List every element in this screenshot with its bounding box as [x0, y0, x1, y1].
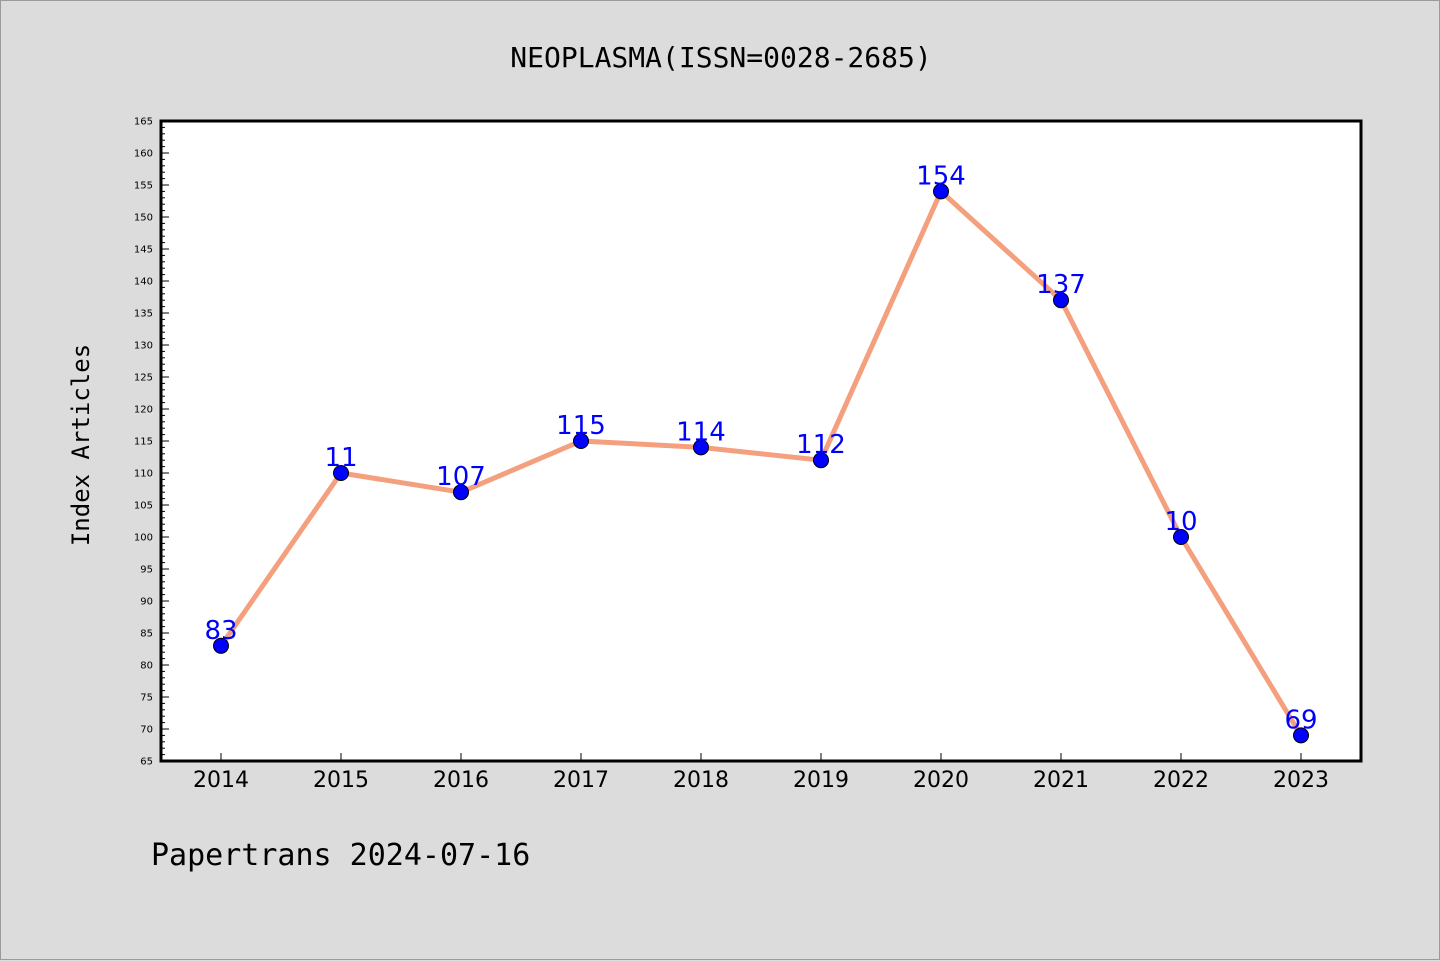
- y-tick-label: 110: [134, 469, 153, 480]
- series-layer: 83 11 107 115 114 112 154 137 10 69: [204, 161, 1318, 744]
- chart-title: NEOPLASMA(ISSN=0028-2685): [510, 41, 931, 74]
- x-tick-label: 2016: [433, 768, 489, 793]
- data-point: [693, 439, 709, 456]
- x-tick-label: 2022: [1153, 768, 1209, 793]
- x-tick-label: 2018: [673, 768, 729, 793]
- y-tick-label: 165: [134, 117, 153, 128]
- y-tick-label: 155: [134, 181, 153, 192]
- x-tick-label: 2017: [553, 768, 609, 793]
- y-tick-label: 85: [140, 629, 153, 640]
- y-tick-label: 100: [134, 533, 153, 544]
- x-tick-label: 2019: [793, 768, 849, 793]
- data-label: 137: [1036, 270, 1086, 300]
- y-tick-label: 95: [140, 565, 153, 576]
- data-label: 83: [204, 616, 237, 646]
- data-point: [453, 484, 469, 501]
- data-label: 154: [916, 161, 966, 191]
- x-tick-label: 2015: [313, 768, 369, 793]
- y-tick-label: 105: [134, 501, 153, 512]
- y-tick-label: 65: [140, 757, 153, 768]
- y-tick-label: 135: [134, 309, 153, 320]
- y-tick-label: 125: [134, 373, 153, 384]
- data-point: [213, 637, 229, 654]
- data-label: 114: [676, 417, 726, 447]
- y-tick-label: 145: [134, 245, 153, 256]
- y-tick-label: 150: [134, 213, 153, 224]
- data-point: [1053, 292, 1069, 309]
- data-point: [1293, 727, 1309, 744]
- data-label: 69: [1284, 705, 1317, 735]
- footer-text: Papertrans 2024-07-16: [151, 838, 530, 873]
- y-tick-label: 115: [134, 437, 153, 448]
- y-tick-label: 75: [140, 693, 153, 704]
- x-tick-label: 2020: [913, 768, 969, 793]
- data-point: [1173, 529, 1189, 545]
- y-tick-label: 80: [140, 661, 153, 672]
- data-point: [933, 183, 949, 200]
- data-label: 115: [556, 411, 606, 441]
- data-point: [333, 465, 349, 481]
- data-point: [573, 433, 589, 449]
- data-label: 10: [1164, 507, 1197, 537]
- data-label: 112: [796, 430, 846, 460]
- y-tick-label: 140: [134, 277, 153, 288]
- x-tick-label: 2021: [1033, 768, 1089, 793]
- x-tick-label: 2023: [1273, 768, 1329, 793]
- series-line: [218, 188, 1304, 738]
- y-axis-label: Index Articles: [67, 344, 95, 546]
- y-tick-label: 130: [134, 341, 153, 352]
- y-tick-label: 70: [140, 725, 153, 736]
- data-point: [813, 452, 829, 469]
- plot-border: [159, 119, 1363, 763]
- axis-ticks: 65 70 75 80 85 90 95 100 105 110 115 120 125 130 135 14…: [134, 117, 1329, 794]
- data-label: 11: [324, 443, 357, 473]
- data-label: 107: [436, 462, 486, 492]
- plot-area: [161, 121, 1361, 761]
- y-tick-label: 160: [134, 149, 153, 160]
- y-tick-label: 120: [134, 405, 153, 416]
- y-tick-label: 90: [140, 597, 153, 608]
- x-tick-label: 2014: [193, 768, 249, 793]
